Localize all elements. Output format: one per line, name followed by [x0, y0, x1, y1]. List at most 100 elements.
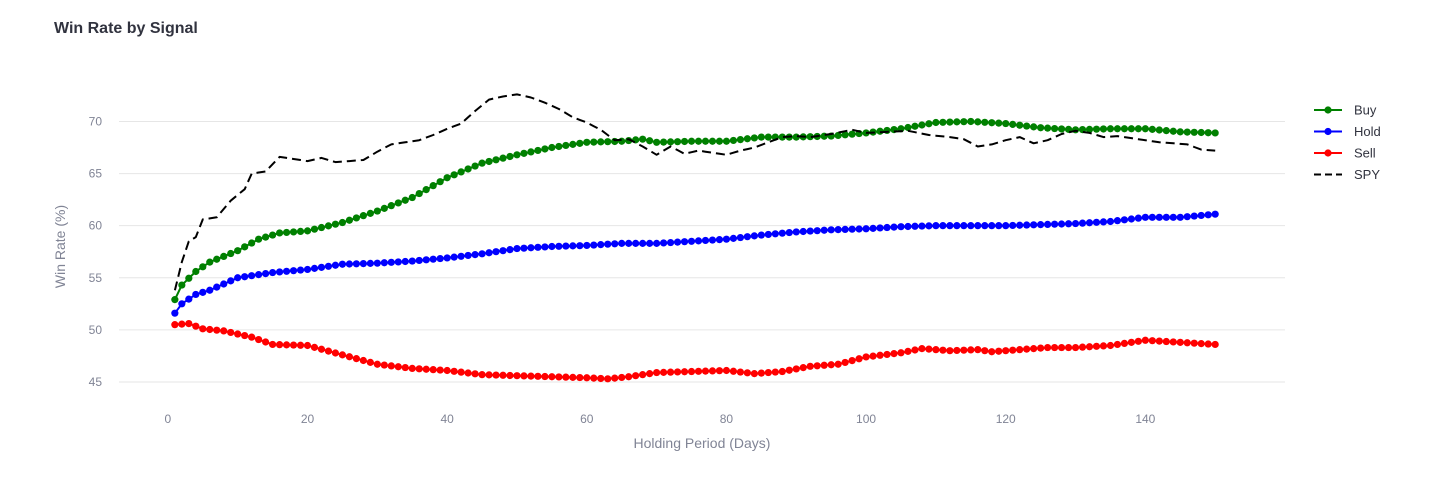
data-point-sell	[185, 320, 193, 328]
data-point-hold	[771, 230, 779, 238]
data-point-hold	[192, 290, 200, 299]
data-point-buy	[227, 249, 235, 258]
data-point-buy	[925, 120, 933, 128]
data-point-sell	[485, 371, 493, 379]
data-point-hold	[1023, 221, 1031, 229]
data-point-buy	[171, 296, 179, 304]
y-tick-label: 55	[89, 271, 103, 285]
data-point-buy	[1183, 128, 1191, 136]
data-point-sell	[380, 361, 388, 369]
data-point-hold	[359, 259, 367, 268]
data-point-hold	[331, 261, 340, 269]
data-point-buy	[1099, 125, 1108, 133]
data-point-buy	[729, 136, 738, 145]
data-point-sell	[192, 322, 200, 330]
data-point-buy	[1050, 124, 1059, 133]
data-point-hold	[317, 263, 326, 271]
x-axis-label: Holding Period (Days)	[634, 435, 771, 451]
data-point-sell	[1037, 344, 1045, 352]
data-point-hold	[904, 222, 912, 231]
data-point-sell	[1183, 339, 1191, 347]
data-point-hold	[673, 238, 682, 246]
x-tick-label: 80	[720, 412, 734, 426]
data-point-hold	[506, 246, 514, 254]
data-point-buy	[269, 231, 277, 239]
data-point-buy	[653, 138, 661, 146]
legend-item-hold: Hold	[1314, 124, 1381, 139]
data-point-hold	[736, 233, 745, 242]
data-point-hold	[632, 239, 640, 247]
data-point-sell	[694, 367, 703, 375]
data-point-hold	[597, 241, 605, 249]
data-point-sell	[806, 362, 814, 370]
data-point-buy	[436, 178, 444, 186]
data-point-sell	[366, 358, 374, 366]
data-point-sell	[785, 366, 793, 374]
data-point-sell	[1134, 337, 1142, 345]
data-point-hold	[394, 258, 402, 266]
data-point-buy	[736, 135, 745, 144]
data-point-sell	[946, 347, 954, 355]
data-point-buy	[1127, 125, 1135, 133]
series-line-spy	[173, 93, 1216, 291]
data-point-hold	[687, 237, 696, 245]
x-tick-label: 60	[580, 412, 594, 426]
y-axis-label: Win Rate (%)	[52, 205, 68, 288]
data-point-hold	[234, 274, 242, 282]
data-point-buy	[289, 228, 298, 236]
data-point-buy	[618, 137, 626, 145]
data-point-buy	[296, 227, 305, 235]
data-point-buy	[764, 133, 772, 141]
data-point-sell	[778, 367, 786, 376]
data-point-hold	[380, 259, 388, 267]
legend-label-hold: Hold	[1354, 124, 1381, 139]
data-point-sell	[296, 341, 305, 349]
legend: Buy Hold Sell SPY	[1314, 103, 1381, 182]
data-point-buy	[911, 122, 919, 130]
data-point-hold	[785, 228, 793, 237]
data-point-sell	[639, 371, 647, 379]
data-point-hold	[694, 237, 703, 245]
data-point-buy	[282, 228, 291, 237]
data-point-buy	[848, 130, 856, 138]
data-point-sell	[904, 347, 912, 355]
data-point-sell	[541, 372, 549, 381]
data-point-buy	[248, 239, 256, 247]
data-point-hold	[415, 256, 423, 265]
data-point-sell	[303, 341, 312, 350]
data-point-hold	[352, 260, 360, 268]
data-point-hold	[310, 264, 319, 272]
data-point-hold	[1148, 213, 1156, 221]
data-point-hold	[1120, 216, 1129, 224]
data-point-hold	[1085, 219, 1094, 227]
data-point-hold	[220, 280, 228, 288]
data-point-hold	[373, 259, 381, 267]
data-point-buy	[506, 152, 514, 161]
data-point-sell	[394, 363, 402, 371]
data-point-sell	[506, 371, 514, 380]
data-point-buy	[841, 131, 849, 139]
data-point-buy	[366, 209, 374, 217]
data-point-buy	[932, 118, 940, 127]
data-point-buy	[415, 189, 423, 198]
data-point-sell	[1092, 342, 1101, 350]
data-point-sell	[813, 362, 821, 370]
data-point-buy	[499, 154, 507, 162]
data-point-buy	[750, 134, 758, 142]
data-point-hold	[387, 258, 395, 266]
data-point-sell	[359, 356, 367, 365]
data-point-buy	[1211, 129, 1219, 137]
data-point-sell	[932, 346, 940, 354]
data-point-hold	[1204, 211, 1212, 219]
data-point-buy	[562, 141, 570, 150]
data-point-hold	[659, 239, 668, 247]
data-point-sell	[562, 373, 570, 381]
data-point-sell	[331, 349, 340, 357]
data-point-hold	[1057, 220, 1066, 228]
data-point-buy	[1113, 125, 1122, 133]
data-point-sell	[757, 369, 765, 377]
data-point-sell	[1023, 345, 1031, 353]
data-point-hold	[1050, 220, 1059, 228]
data-point-sell	[925, 345, 933, 353]
data-point-hold	[1106, 217, 1115, 226]
